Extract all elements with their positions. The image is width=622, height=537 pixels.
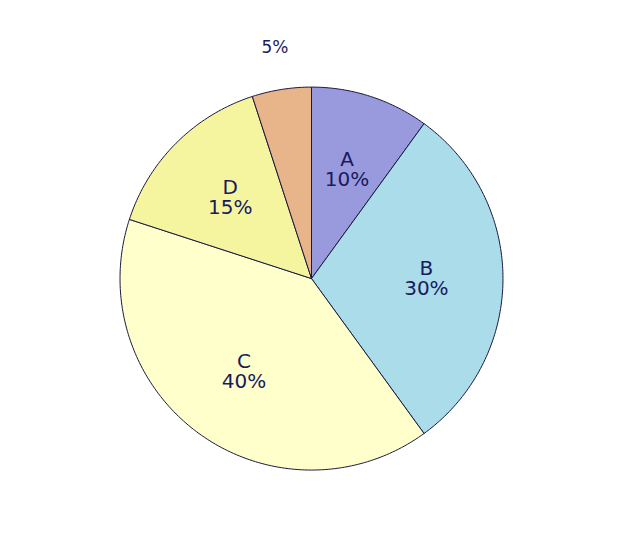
svg-text:5%: 5% bbox=[261, 37, 288, 57]
svg-text:C40%: C40% bbox=[222, 349, 266, 393]
svg-text:B30%: B30% bbox=[404, 256, 448, 300]
svg-text:A10%: A10% bbox=[325, 147, 369, 191]
svg-text:D15%: D15% bbox=[208, 175, 252, 219]
